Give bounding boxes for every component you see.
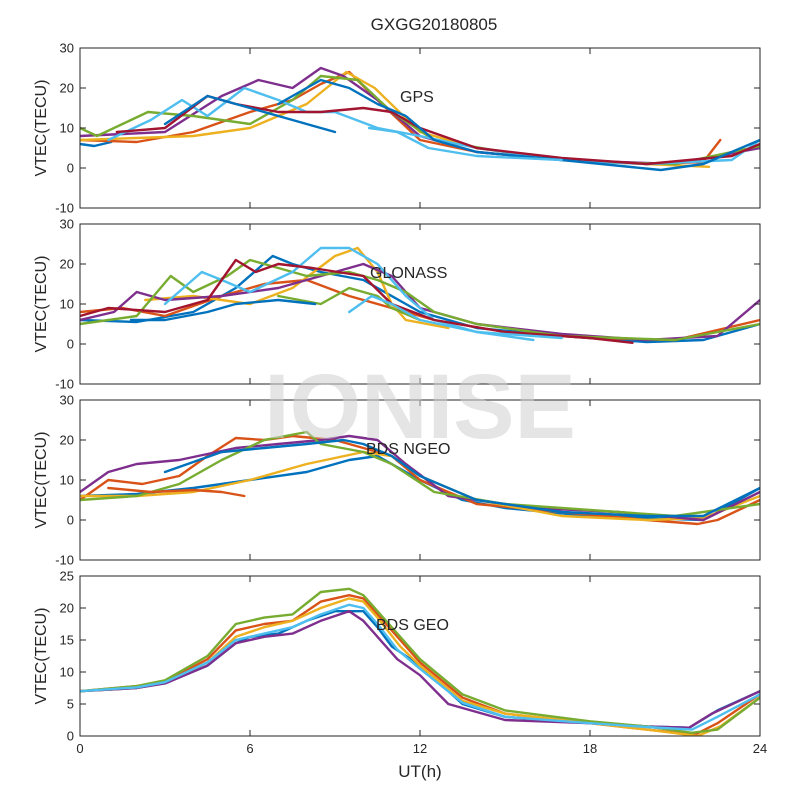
y-tick-label: 0 [67, 161, 74, 176]
x-tick-label: 6 [246, 741, 253, 756]
series-line-1 [80, 140, 113, 148]
y-tick-label: -10 [55, 201, 74, 216]
y-tick-label: 15 [60, 633, 74, 648]
y-tick-label: 30 [60, 217, 74, 232]
y-tick-label: 20 [60, 601, 74, 616]
series-line-9 [348, 294, 563, 340]
panel-bds-ngeo: -10 0 10 20 30 VTEC(TECU) BDS NGEO [33, 393, 761, 568]
x-tick-label: 0 [76, 741, 83, 756]
y-tick-label: 0 [67, 337, 74, 352]
series-line-10 [129, 298, 317, 322]
series-line-7 [80, 258, 634, 344]
x-axis-label: UT(h) [398, 762, 441, 781]
panel-label: GPS [400, 89, 434, 106]
panel-gps: -10 0 10 20 30 VTEC(TECU) GPS [33, 41, 761, 216]
panel-label: BDS NGEO [366, 441, 450, 458]
y-axis-label: VTEC(TECU) [33, 432, 50, 529]
y-tick-label: -10 [55, 377, 74, 392]
series-line-5 [80, 430, 760, 518]
panel-bds-geo: 0 5 10 15 20 25 0 6 12 18 24 VTEC(TECU) BDS GEO [33, 569, 767, 757]
x-tick-label: 12 [413, 741, 427, 756]
y-axis-label: VTEC(TECU) [33, 80, 50, 177]
series-line-1 [80, 254, 760, 344]
panel-glonass: -10 0 10 20 30 VTEC(TECU) GLONASS [33, 217, 761, 392]
series-group [80, 66, 760, 172]
y-tick-label: 10 [60, 121, 74, 136]
series-line-6 [107, 486, 246, 498]
panels: -10 0 10 20 30 VTEC(TECU) GPS -10 0 10 20 30 VTEC(TE… [33, 41, 767, 757]
y-axis-label: VTEC(TECU) [33, 608, 50, 705]
y-tick-label: 25 [60, 569, 74, 584]
y-tick-label: -10 [55, 553, 74, 568]
x-tick-label: 18 [583, 741, 597, 756]
series-line-8 [163, 94, 337, 134]
x-tick-label: 24 [753, 741, 767, 756]
y-tick-label: 20 [60, 81, 74, 96]
y-tick-label: 10 [60, 473, 74, 488]
series-line-10 [367, 126, 563, 162]
series-line-9 [277, 78, 760, 172]
y-tick-label: 20 [60, 433, 74, 448]
series-group [80, 246, 760, 344]
watermark: IONISE [264, 356, 576, 458]
series-line-7 [163, 438, 760, 518]
y-tick-label: 30 [60, 41, 74, 56]
series-line-5 [80, 258, 760, 342]
panel-label: BDS GEO [376, 617, 449, 634]
figure-title: GXGG20180805 [371, 15, 498, 34]
y-tick-label: 30 [60, 393, 74, 408]
y-tick-label: 0 [67, 729, 74, 744]
y-tick-label: 20 [60, 257, 74, 272]
y-tick-label: 10 [60, 665, 74, 680]
series-line-6 [80, 603, 760, 731]
series-group [80, 587, 760, 736]
y-tick-label: 10 [60, 297, 74, 312]
y-axis-label: VTEC(TECU) [33, 256, 50, 353]
y-tick-label: 0 [67, 513, 74, 528]
series-group [80, 430, 760, 526]
panel-label: GLONASS [370, 265, 447, 282]
y-tick-label: 5 [67, 697, 74, 712]
